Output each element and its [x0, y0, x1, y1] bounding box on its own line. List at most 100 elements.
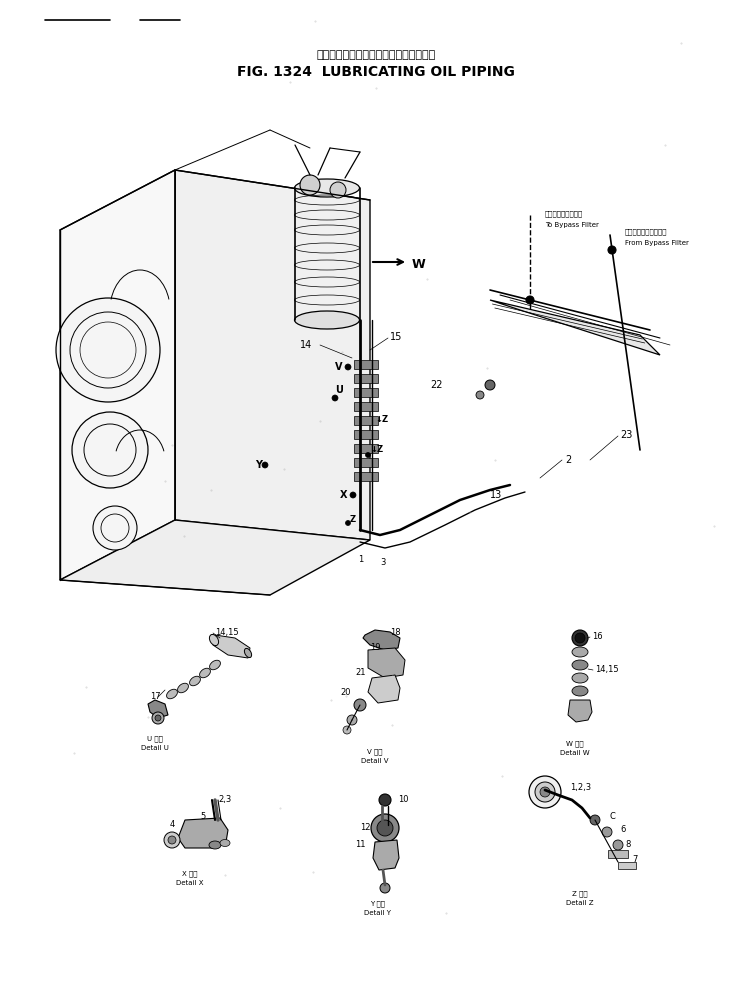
Ellipse shape: [209, 635, 218, 646]
Text: バイパスフィルタへ: バイパスフィルタへ: [545, 210, 584, 216]
Ellipse shape: [294, 311, 359, 329]
Text: Detail Y: Detail Y: [364, 910, 392, 916]
Text: W: W: [412, 258, 425, 271]
Polygon shape: [490, 300, 660, 355]
Circle shape: [346, 521, 350, 525]
Circle shape: [164, 832, 180, 848]
Text: V 部詳: V 部詳: [367, 748, 383, 755]
Ellipse shape: [245, 648, 252, 657]
Circle shape: [575, 633, 585, 643]
Circle shape: [93, 506, 137, 550]
Ellipse shape: [178, 683, 188, 693]
Polygon shape: [354, 416, 378, 425]
Text: 10: 10: [398, 795, 408, 804]
Text: 7: 7: [632, 855, 637, 864]
Circle shape: [535, 782, 555, 802]
Ellipse shape: [572, 673, 588, 683]
Circle shape: [602, 827, 612, 837]
Text: Detail Z: Detail Z: [566, 900, 594, 906]
Text: U 部詳: U 部詳: [147, 735, 163, 742]
Circle shape: [350, 492, 356, 498]
Text: To Bypass Filter: To Bypass Filter: [545, 222, 599, 228]
Text: Detail U: Detail U: [141, 745, 169, 751]
Text: 4: 4: [170, 820, 175, 829]
Circle shape: [529, 776, 561, 808]
Polygon shape: [354, 388, 378, 397]
Text: 13: 13: [490, 490, 502, 500]
Ellipse shape: [166, 689, 178, 699]
Circle shape: [56, 298, 160, 402]
Circle shape: [365, 453, 370, 458]
Text: 3: 3: [380, 558, 386, 567]
Text: Z: Z: [350, 515, 356, 524]
Polygon shape: [354, 430, 378, 439]
Ellipse shape: [190, 676, 200, 686]
Ellipse shape: [572, 660, 588, 670]
Text: 22: 22: [430, 380, 443, 390]
Polygon shape: [354, 472, 378, 481]
Text: Detail W: Detail W: [560, 750, 590, 756]
Circle shape: [152, 712, 164, 724]
Text: W 部詳: W 部詳: [566, 740, 584, 747]
Text: 14: 14: [300, 340, 312, 350]
Circle shape: [380, 883, 390, 893]
Circle shape: [354, 699, 366, 711]
Text: Y 部詳: Y 部詳: [370, 900, 386, 906]
Text: From Bypass Filter: From Bypass Filter: [625, 240, 689, 246]
Text: 17: 17: [150, 692, 160, 701]
Circle shape: [347, 715, 357, 725]
Ellipse shape: [572, 647, 588, 657]
Text: ルーブリケーティングオイルパイピング: ルーブリケーティングオイルパイピング: [316, 50, 436, 60]
Text: バイパスフィルタから: バイパスフィルタから: [625, 228, 667, 234]
Text: 15: 15: [390, 332, 402, 342]
Bar: [608, 850, 628, 858]
Circle shape: [377, 820, 393, 836]
Text: Detail X: Detail X: [176, 880, 204, 886]
Text: X 部詳: X 部詳: [182, 870, 198, 877]
Text: V: V: [335, 362, 343, 372]
Text: 12: 12: [360, 823, 370, 832]
Bar: [618, 862, 636, 869]
Polygon shape: [354, 402, 378, 411]
Text: 23: 23: [620, 430, 633, 440]
Polygon shape: [568, 700, 592, 722]
Polygon shape: [363, 630, 400, 650]
Polygon shape: [354, 374, 378, 383]
Circle shape: [485, 380, 495, 390]
Polygon shape: [373, 840, 399, 870]
Circle shape: [608, 246, 616, 254]
Text: X: X: [340, 490, 347, 500]
Text: ↓Z: ↓Z: [370, 445, 383, 454]
Polygon shape: [354, 458, 378, 467]
Circle shape: [300, 175, 320, 195]
Text: Y: Y: [255, 460, 262, 470]
Text: 19: 19: [370, 643, 380, 652]
Ellipse shape: [209, 841, 221, 849]
Polygon shape: [178, 818, 228, 848]
Text: 20: 20: [340, 688, 350, 697]
Text: 16: 16: [592, 632, 602, 641]
Circle shape: [572, 630, 588, 646]
Text: 8: 8: [625, 840, 630, 849]
Text: C: C: [610, 812, 616, 821]
Circle shape: [540, 787, 550, 797]
Text: 1,2,3: 1,2,3: [570, 783, 591, 792]
Circle shape: [526, 296, 534, 304]
Circle shape: [371, 814, 399, 842]
Circle shape: [613, 840, 623, 850]
Circle shape: [168, 836, 176, 844]
Circle shape: [262, 462, 268, 468]
Text: 2,3: 2,3: [218, 795, 231, 804]
Ellipse shape: [294, 179, 359, 197]
Circle shape: [330, 182, 346, 198]
Circle shape: [72, 412, 148, 488]
Polygon shape: [368, 648, 405, 678]
Text: Detail V: Detail V: [361, 758, 389, 764]
Circle shape: [343, 726, 351, 734]
Circle shape: [476, 391, 484, 399]
Polygon shape: [354, 360, 378, 369]
Polygon shape: [148, 700, 168, 718]
Text: Z 部詳: Z 部詳: [572, 890, 588, 896]
Text: FIG. 1324  LUBRICATING OIL PIPING: FIG. 1324 LUBRICATING OIL PIPING: [237, 65, 515, 79]
Text: 6: 6: [620, 825, 626, 834]
